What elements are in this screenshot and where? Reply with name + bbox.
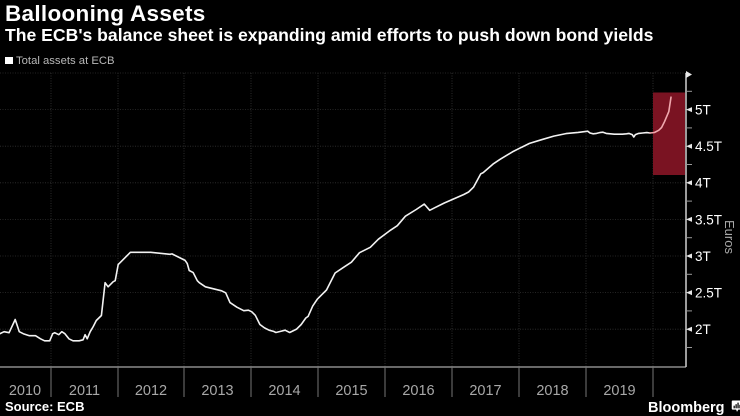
svg-text:2014: 2014 [268,383,300,399]
svg-text:2016: 2016 [402,383,434,399]
svg-text:2011: 2011 [69,383,100,399]
svg-text:2013: 2013 [201,383,233,399]
svg-text:4T: 4T [695,176,711,191]
svg-text:2T: 2T [695,322,711,337]
svg-text:4.5T: 4.5T [695,139,722,154]
svg-text:2010: 2010 [9,383,41,399]
svg-text:2019: 2019 [603,383,635,399]
svg-text:2.5T: 2.5T [695,286,722,301]
svg-text:2012: 2012 [135,383,167,399]
svg-text:2015: 2015 [335,383,367,399]
svg-text:2017: 2017 [469,383,501,399]
svg-text:3T: 3T [695,249,711,264]
svg-text:3.5T: 3.5T [695,212,722,227]
svg-text:2018: 2018 [536,383,568,399]
svg-text:Euros: Euros [722,220,737,254]
svg-text:5T: 5T [695,103,711,118]
